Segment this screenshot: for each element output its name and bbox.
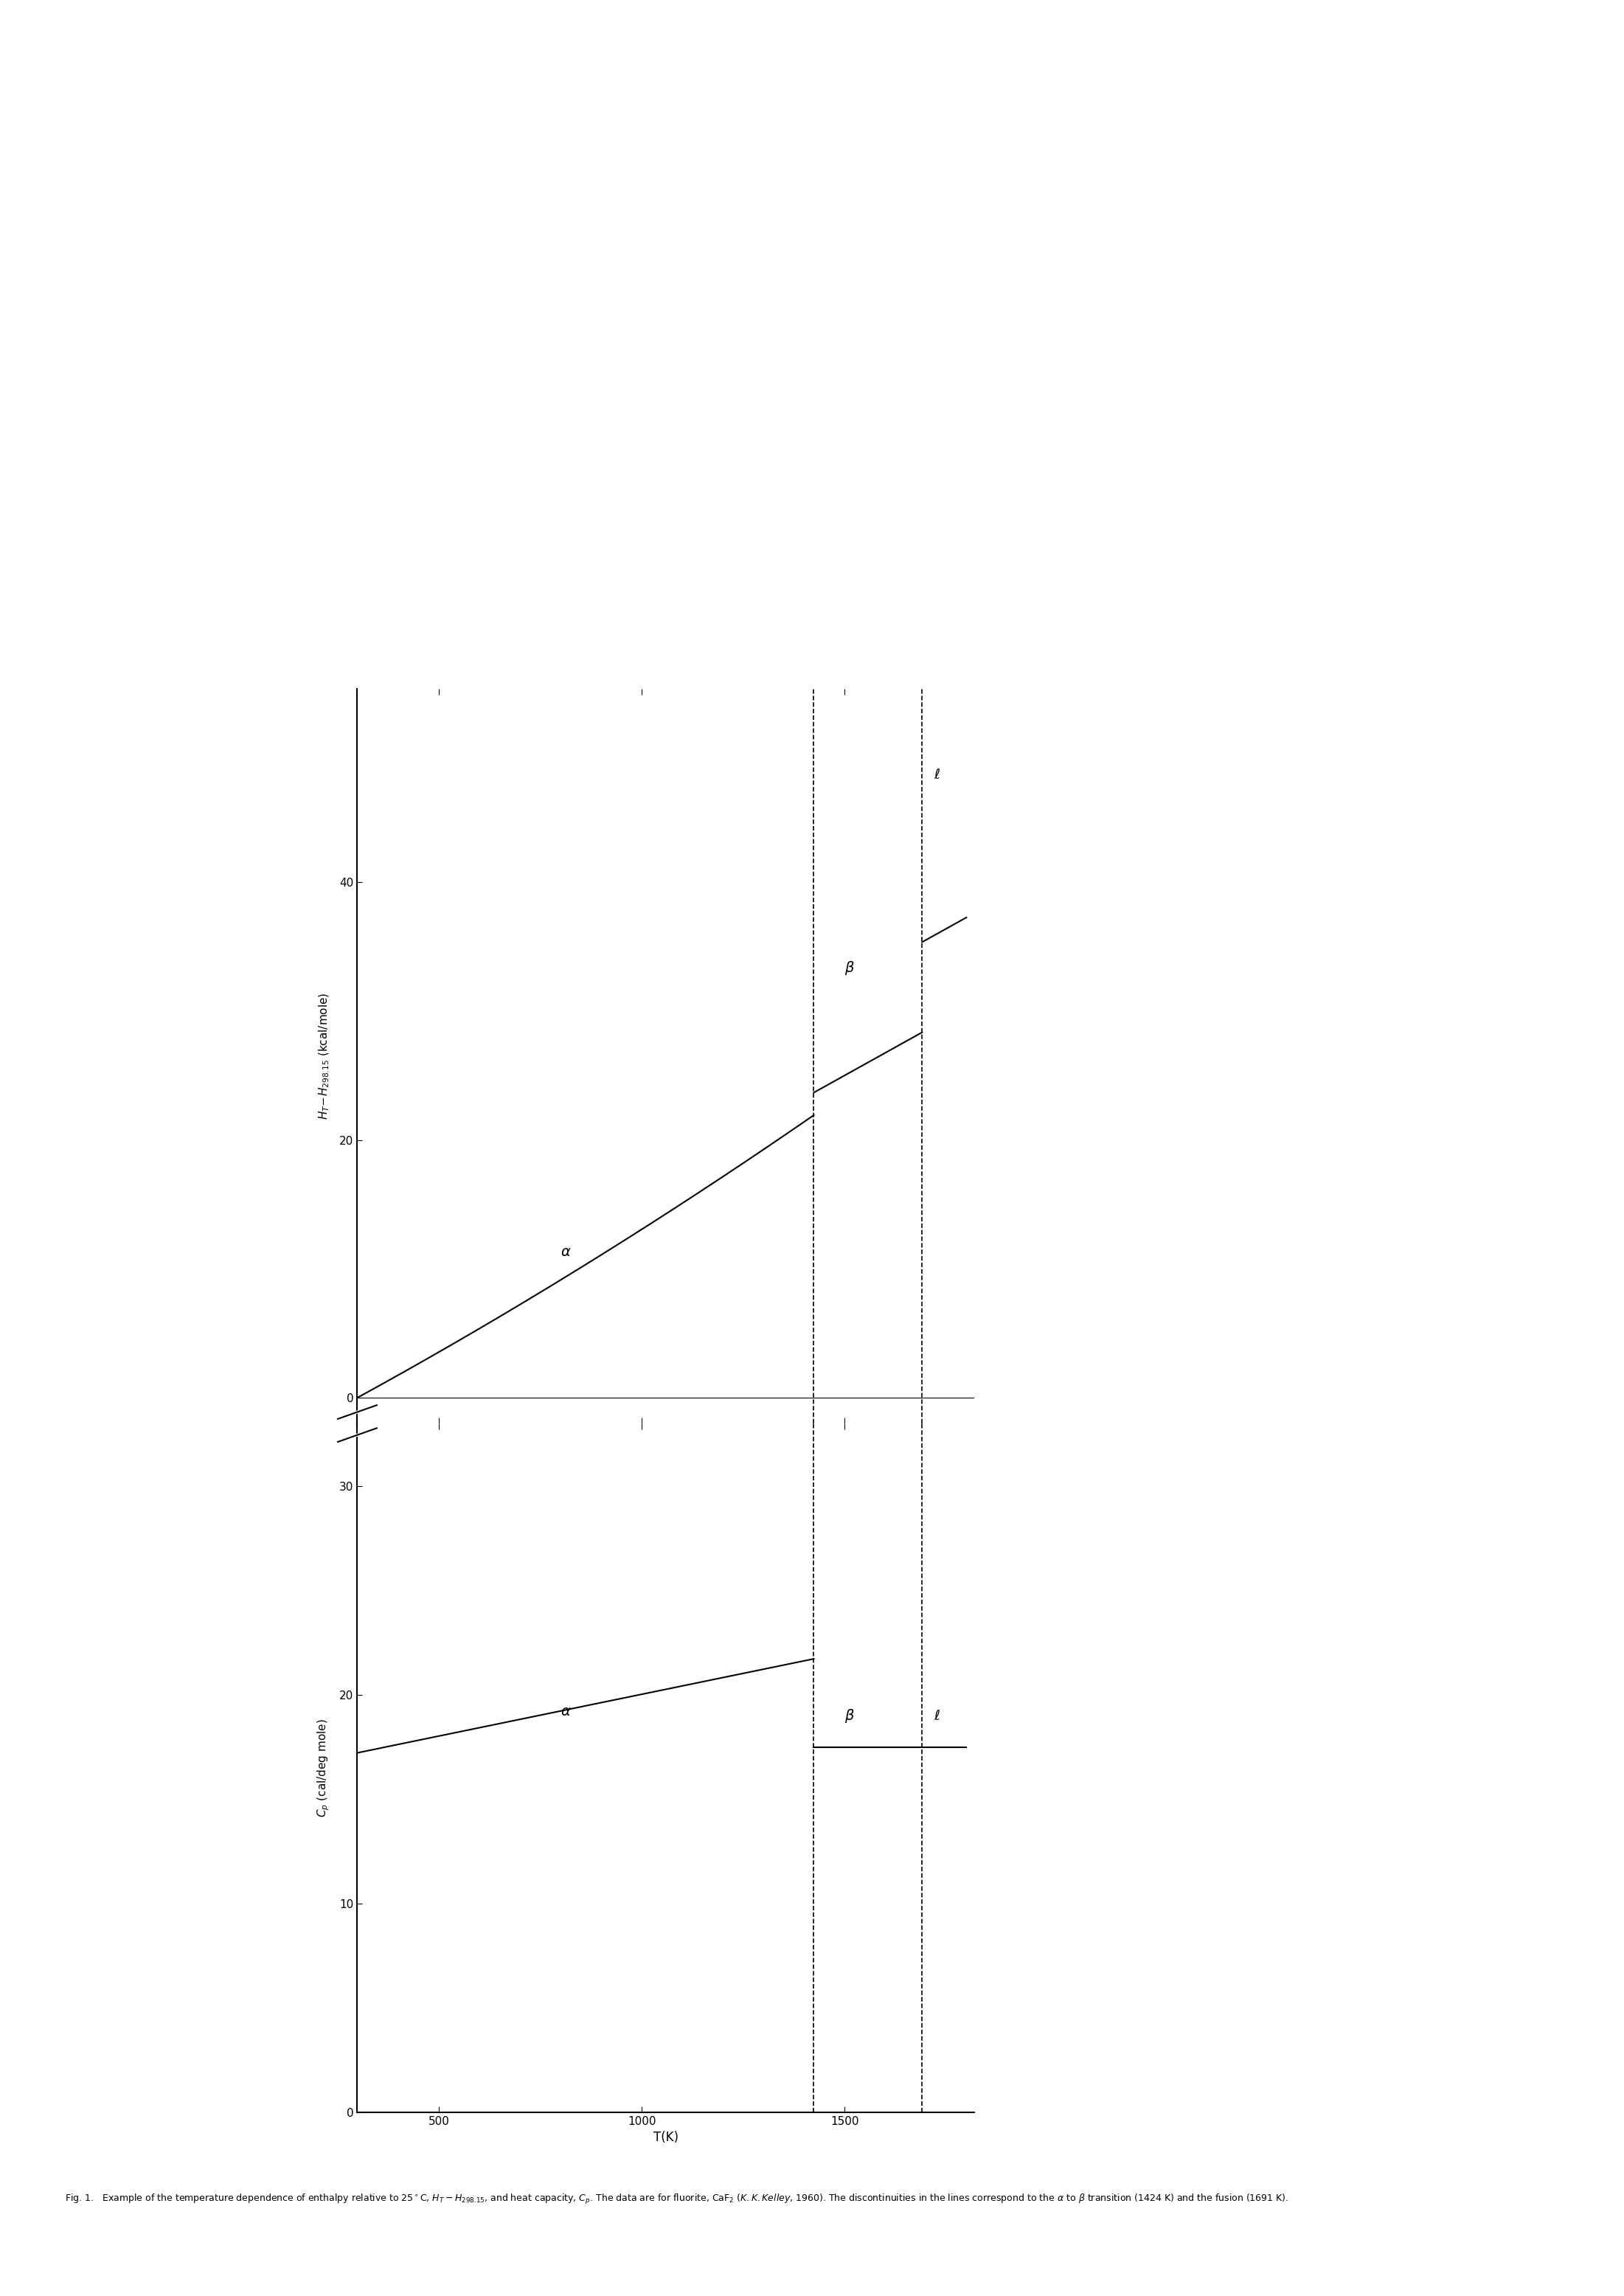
Text: $\ell$: $\ell$ (934, 1708, 940, 1722)
Y-axis label: $C_p$ (cal/deg mole): $C_p$ (cal/deg mole) (317, 1720, 331, 1816)
Text: $\ell$: $\ell$ (934, 767, 940, 783)
X-axis label: T(K): T(K) (653, 2131, 679, 2144)
Text: $\alpha$: $\alpha$ (560, 1704, 572, 1720)
Y-axis label: $H_T\!-\!H_{298.15}$ (kcal/mole): $H_T\!-\!H_{298.15}$ (kcal/mole) (318, 992, 331, 1120)
Text: Fig. 1.   Example of the temperature dependence of enthalpy relative to 25$^\cir: Fig. 1. Example of the temperature depen… (65, 2193, 1289, 2206)
Text: $\beta$: $\beta$ (844, 960, 854, 976)
Text: $\beta$: $\beta$ (844, 1708, 854, 1724)
Text: $\alpha$: $\alpha$ (560, 1244, 572, 1258)
